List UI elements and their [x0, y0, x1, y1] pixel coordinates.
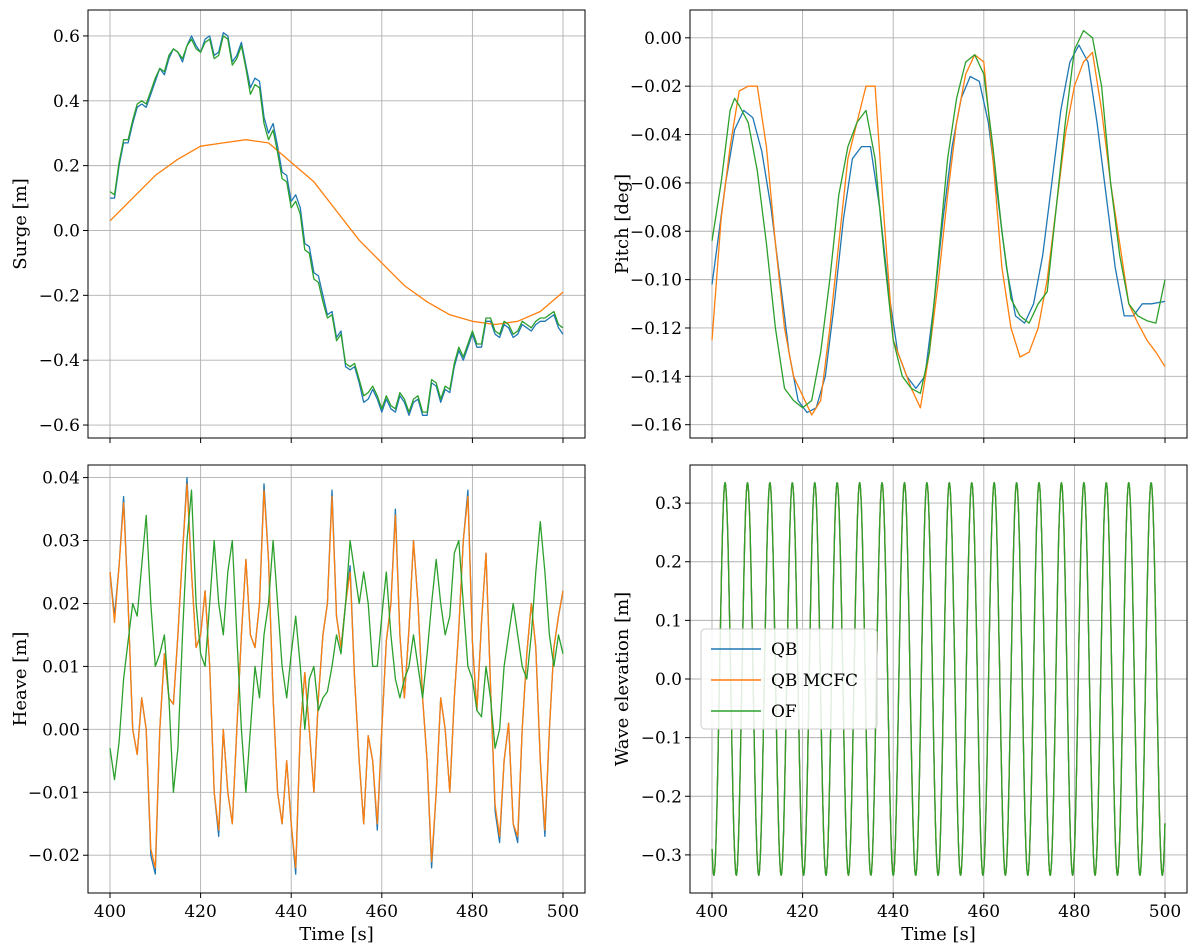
y-tick-label: −0.01 [28, 783, 80, 803]
y-axis-label: Wave elevation [m] [612, 592, 633, 766]
x-axis-label: Time [s] [299, 924, 374, 945]
series-line-qb-mcfc [711, 51, 1166, 416]
y-tick-label: −0.12 [630, 319, 682, 339]
x-axis-label: Time [s] [901, 924, 976, 945]
y-tick-label: 0.2 [53, 157, 80, 177]
y-tick-label: −0.10 [630, 271, 682, 291]
y-tick-label: 0.6 [53, 27, 80, 47]
legend-label: OF [771, 702, 797, 722]
x-tick-label: 400 [94, 902, 126, 922]
legend-label: QB MCFC [771, 671, 858, 691]
series-line-qb-mcfc [109, 483, 564, 869]
x-tick-label: 420 [184, 902, 216, 922]
y-tick-label: −0.4 [39, 351, 80, 371]
y-tick-label: 0.2 [655, 553, 682, 573]
axes-frame [87, 9, 586, 439]
y-tick-label: 0.1 [655, 611, 682, 631]
y-tick-label: −0.6 [39, 416, 80, 436]
series-line-qb-mcfc [109, 139, 564, 326]
y-tick-label: −0.04 [630, 126, 682, 146]
y-axis-label: Heave [m] [10, 632, 31, 727]
wave-elevation-panel: 400 420 440 460 480 500 −0.3 −0.2 −0.1 0.0 0.1 0.2 0… [612, 464, 1188, 945]
y-tick-label: −0.02 [28, 846, 80, 866]
surge-panel: −0.6 −0.4 −0.2 0.0 0.2 0.4 0.6 Surge [m] [10, 9, 586, 443]
series-line-of [109, 489, 564, 793]
y-axis-label: Pitch [deg] [612, 174, 633, 274]
legend-frame [700, 628, 878, 730]
axes-frame [87, 464, 586, 894]
series-line-of [109, 35, 564, 413]
pitch-panel: −0.16 −0.14 −0.12 −0.10 −0.08 −0.06 −0.04 −0.02… [612, 9, 1188, 443]
y-tick-label: 0.04 [42, 469, 80, 489]
y-tick-label: −0.2 [641, 787, 682, 807]
heave-panel: 400 420 440 460 480 500 −0.02 −0.01 0.00 0.01 0.02… [10, 464, 586, 945]
y-tick-label: −0.16 [630, 416, 682, 436]
y-tick-label: 0.00 [42, 720, 80, 740]
series-line-qb [109, 476, 564, 875]
y-tick-label: 0.0 [655, 670, 682, 690]
x-tick-label: 440 [275, 902, 307, 922]
y-tick-label: 0.02 [42, 594, 80, 614]
y-tick-label: −0.1 [641, 729, 682, 749]
series-line-of [711, 29, 1166, 409]
x-tick-label: 460 [968, 902, 1000, 922]
y-tick-label: 0.00 [644, 29, 682, 49]
y-tick-label: −0.3 [641, 846, 682, 866]
y-axis-label: Surge [m] [10, 178, 31, 270]
x-tick-label: 480 [1058, 902, 1090, 922]
x-tick-label: 500 [547, 902, 579, 922]
y-tick-label: −0.08 [630, 222, 682, 242]
y-tick-label: −0.14 [630, 367, 682, 387]
legend: QB QB MCFC OF [700, 628, 878, 730]
y-tick-label: 0.01 [42, 657, 80, 677]
y-tick-label: −0.06 [630, 174, 682, 194]
legend-label: QB [771, 640, 797, 660]
x-tick-label: 500 [1149, 902, 1181, 922]
x-tick-label: 400 [696, 902, 728, 922]
x-tick-label: 440 [877, 902, 909, 922]
y-tick-label: −0.02 [630, 77, 682, 97]
y-tick-label: 0.3 [655, 494, 682, 514]
y-tick-label: 0.0 [53, 221, 80, 241]
y-tick-label: −0.2 [39, 286, 80, 306]
axes-frame [689, 9, 1188, 439]
x-tick-label: 460 [366, 902, 398, 922]
x-tick-label: 420 [786, 902, 818, 922]
series-line-qb [110, 32, 564, 416]
y-tick-label: 0.03 [42, 532, 80, 552]
y-tick-label: 0.4 [53, 92, 80, 112]
x-tick-label: 480 [456, 902, 488, 922]
